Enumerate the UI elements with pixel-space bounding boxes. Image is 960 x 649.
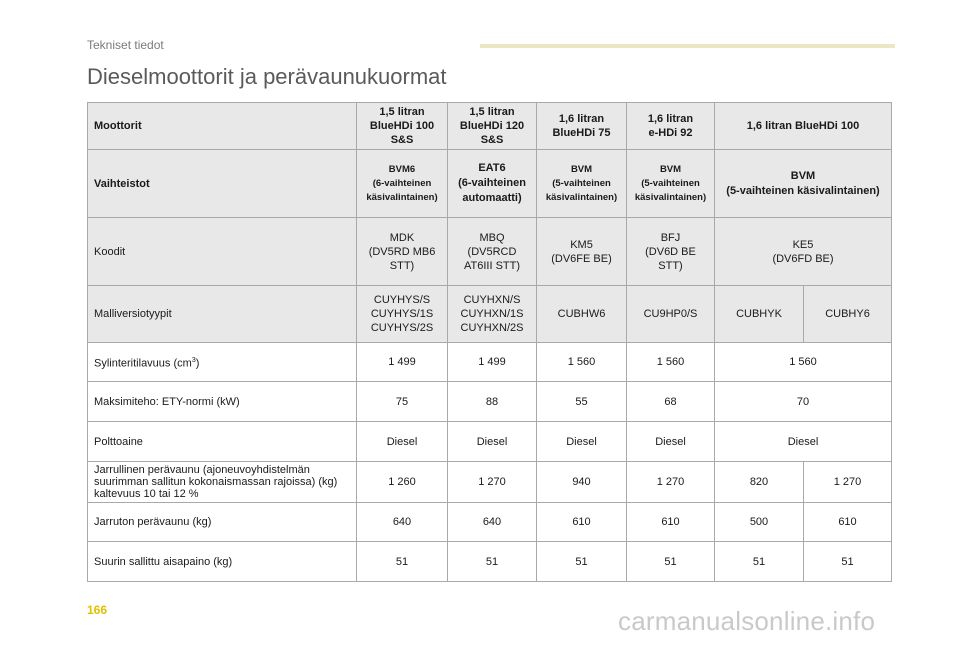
unbraked-trailer-cell: 640	[447, 502, 537, 542]
braked-trailer-cell: 940	[536, 461, 627, 503]
nose-weight-cell: 51	[803, 541, 892, 582]
braked-trailer-cell: 1 260	[356, 461, 448, 503]
braked-trailer-cell: 1 270	[803, 461, 892, 503]
displacement-cell: 1 499	[447, 342, 537, 382]
code-cell: MDK (DV5RD MB6 STT)	[356, 217, 448, 286]
nose-weight-cell: 51	[714, 541, 804, 582]
braked-trailer-cell: 1 270	[626, 461, 715, 503]
displacement-cell: 1 560	[626, 342, 715, 382]
fuel-cell: Diesel	[536, 421, 627, 462]
table-row-gearboxes: Vaihteistot BVM6 (6-vaihteinen käsivalin…	[87, 149, 892, 218]
variant-cell: CUBHW6	[536, 285, 627, 343]
table-row-nose-weight: Suurin sallittu aisapaino (kg) 51 51 51 …	[87, 541, 892, 582]
row-label-braked-trailer: Jarrullinen perävaunu (ajoneuvoyhdistelm…	[87, 461, 357, 503]
displacement-cell: 1 560	[536, 342, 627, 382]
row-label-gearboxes: Vaihteistot	[87, 149, 357, 218]
variant-cell: CU9HP0/S	[626, 285, 715, 343]
fuel-cell: Diesel	[714, 421, 892, 462]
engine-cell: 1,6 litran BlueHDi 100	[714, 102, 892, 150]
row-label-codes: Koodit	[87, 217, 357, 286]
gearbox-cell: BVM6 (6-vaihteinen käsivalintainen)	[356, 149, 448, 218]
table-row-unbraked-trailer: Jarruton perävaunu (kg) 640 640 610 610 …	[87, 502, 892, 542]
row-label-nose-weight: Suurin sallittu aisapaino (kg)	[87, 541, 357, 582]
gearbox-cell: BVM (5-vaihteinen käsivalintainen)	[536, 149, 627, 218]
displacement-label-end: )	[195, 357, 200, 370]
variant-cell: CUBHYK	[714, 285, 804, 343]
variant-cell: CUYHYS/S CUYHYS/1S CUYHYS/2S	[356, 285, 448, 343]
braked-trailer-cell: 1 270	[447, 461, 537, 503]
row-label-unbraked-trailer: Jarruton perävaunu (kg)	[87, 502, 357, 542]
watermark: carmanualsonline.info	[618, 606, 876, 636]
displacement-cell: 1 499	[356, 342, 448, 382]
unbraked-trailer-cell: 640	[356, 502, 448, 542]
table-row-engines: Moottorit 1,5 litran BlueHDi 100 S&S 1,5…	[87, 102, 892, 150]
braked-trailer-cell: 820	[714, 461, 804, 503]
nose-weight-cell: 51	[536, 541, 627, 582]
code-cell: KE5 (DV6FD BE)	[714, 217, 892, 286]
unbraked-trailer-cell: 610	[536, 502, 627, 542]
table-row-codes: Koodit MDK (DV5RD MB6 STT) MBQ (DV5RCD A…	[87, 217, 892, 286]
table-row-displacement: Sylinteritilavuus (cm3) 1 499 1 499 1 56…	[87, 342, 892, 382]
page-title: Dieselmoottorit ja perävaunukuormat	[87, 64, 447, 89]
row-label-max-power: Maksimiteho: ETY-normi (kW)	[87, 381, 357, 422]
displacement-unit-superscript: 3	[191, 356, 196, 364]
engine-cell: 1,6 litran BlueHDi 75	[536, 102, 627, 150]
engine-cell: 1,5 litran BlueHDi 120 S&S	[447, 102, 537, 150]
fuel-cell: Diesel	[626, 421, 715, 462]
row-label-model-variants: Malliversiotyypit	[87, 285, 357, 343]
row-label-engines: Moottorit	[87, 102, 357, 150]
header-accent-bar	[480, 44, 895, 48]
variant-cell: CUBHY6	[803, 285, 892, 343]
code-cell: MBQ (DV5RCD AT6III STT)	[447, 217, 537, 286]
section-label: Tekniset tiedot	[87, 38, 164, 52]
table-row-model-variants: Malliversiotyypit CUYHYS/S CUYHYS/1S CUY…	[87, 285, 892, 343]
fuel-cell: Diesel	[447, 421, 537, 462]
code-cell: BFJ (DV6D BE STT)	[626, 217, 715, 286]
power-cell: 70	[714, 381, 892, 422]
displacement-cell: 1 560	[714, 342, 892, 382]
page-number: 166	[87, 603, 108, 617]
row-label-fuel: Polttoaine	[87, 421, 357, 462]
power-cell: 88	[447, 381, 537, 422]
row-label-displacement: Sylinteritilavuus (cm3)	[87, 342, 357, 382]
nose-weight-cell: 51	[626, 541, 715, 582]
unbraked-trailer-cell: 610	[626, 502, 715, 542]
displacement-label-text: Sylinteritilavuus (cm	[94, 357, 192, 370]
power-cell: 68	[626, 381, 715, 422]
power-cell: 75	[356, 381, 448, 422]
power-cell: 55	[536, 381, 627, 422]
table-row-max-power: Maksimiteho: ETY-normi (kW) 75 88 55 68 …	[87, 381, 892, 422]
gearbox-cell: BVM (5-vaihteinen käsivalintainen)	[626, 149, 715, 218]
engine-cell: 1,6 litran e-HDi 92	[626, 102, 715, 150]
engine-cell: 1,5 litran BlueHDi 100 S&S	[356, 102, 448, 150]
code-cell: KM5 (DV6FE BE)	[536, 217, 627, 286]
gearbox-cell: EAT6 (6-vaihteinen automaatti)	[447, 149, 537, 218]
table-row-fuel: Polttoaine Diesel Diesel Diesel Diesel D…	[87, 421, 892, 462]
unbraked-trailer-cell: 500	[714, 502, 804, 542]
fuel-cell: Diesel	[356, 421, 448, 462]
engine-spec-table: Moottorit 1,5 litran BlueHDi 100 S&S 1,5…	[87, 102, 892, 582]
nose-weight-cell: 51	[356, 541, 448, 582]
variant-cell: CUYHXN/S CUYHXN/1S CUYHXN/2S	[447, 285, 537, 343]
unbraked-trailer-cell: 610	[803, 502, 892, 542]
gearbox-cell: BVM (5-vaihteinen käsivalintainen)	[714, 149, 892, 218]
nose-weight-cell: 51	[447, 541, 537, 582]
table-row-braked-trailer: Jarrullinen perävaunu (ajoneuvoyhdistelm…	[87, 461, 892, 503]
